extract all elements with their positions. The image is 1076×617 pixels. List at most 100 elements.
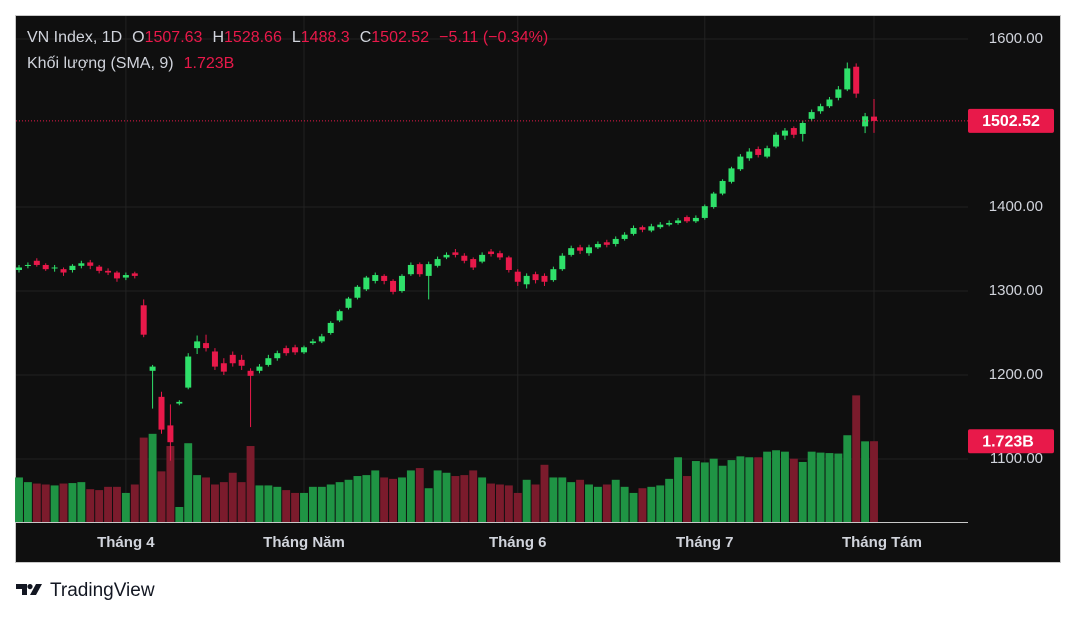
volume-bar [193, 475, 202, 522]
candle-body [479, 254, 486, 262]
volume-bar [745, 457, 754, 522]
volume-bar [104, 486, 113, 522]
volume-bar [567, 482, 576, 522]
volume-bar [344, 479, 353, 522]
candle-body [398, 275, 405, 292]
volume-bar [674, 457, 683, 522]
volume-bar [531, 484, 540, 522]
candle-body [532, 274, 539, 281]
candle-body [390, 280, 397, 292]
close-value: 1502.52 [371, 29, 429, 46]
candle-body [434, 259, 441, 266]
candle-body [292, 347, 299, 353]
candle-body [666, 222, 673, 225]
candle-body [728, 168, 735, 182]
y-tick-label: 1100.00 [990, 450, 1043, 467]
candle-body [33, 260, 40, 265]
candle-body [425, 264, 432, 276]
volume-bar [683, 476, 691, 522]
candle-body [755, 149, 762, 155]
overlay: 1502.52 1.723B [16, 108, 1054, 454]
candle-body [621, 234, 628, 239]
volume-bar [834, 453, 843, 522]
candle-body [105, 270, 112, 273]
candle-body [853, 66, 860, 94]
volume-bar [709, 458, 718, 522]
candle-body [238, 359, 245, 366]
low-value: 1488.3 [301, 29, 350, 46]
candle-body [42, 264, 49, 270]
candle-body [122, 275, 129, 278]
candle-body [96, 266, 103, 271]
legend-ohlc: VN Index, 1D O1507.63 H1528.66 L1488.3 C1502… [27, 29, 548, 46]
volume-bar [380, 477, 389, 522]
volume-bar [362, 475, 371, 522]
candle-body [746, 151, 753, 159]
volume-bar [41, 484, 50, 522]
candle-body [586, 247, 592, 254]
volume-name: Khối lượng (SMA, 9) [27, 55, 174, 72]
candle-body [701, 206, 708, 218]
volume-bar [843, 435, 852, 522]
candle-body [176, 401, 183, 404]
candle-body [336, 311, 343, 321]
candle-body [817, 106, 824, 112]
candle-body [737, 156, 744, 170]
last-price-box [968, 108, 1054, 133]
volume-bar [121, 492, 130, 522]
volume-bar [210, 484, 219, 522]
volume-bar [335, 482, 344, 522]
candle-body [51, 267, 58, 269]
volume-bar [175, 506, 184, 522]
volume-bar [754, 457, 763, 522]
low-label: L [292, 29, 301, 46]
volume-bar [433, 470, 442, 522]
volume-bar [647, 486, 656, 522]
candle-body [158, 396, 165, 430]
candle-body [87, 262, 94, 266]
x-tick-label: Tháng 6 [489, 534, 547, 551]
volume-bar [219, 482, 228, 522]
volume-bar [424, 488, 433, 522]
volume-bar [522, 479, 531, 522]
candle-body [381, 275, 388, 281]
volume-bar [504, 485, 513, 522]
tradingview-logo [16, 584, 42, 595]
volume-bar [415, 468, 424, 522]
volume-bar [157, 471, 166, 522]
candle-body [541, 275, 548, 282]
volume-bar [478, 477, 487, 522]
volume-bar [113, 486, 121, 522]
volume-bar [246, 446, 255, 522]
volume-bar [389, 478, 398, 522]
volume-bar [763, 451, 772, 522]
candle-body [113, 272, 120, 279]
candle-body [648, 226, 655, 231]
candle-body [24, 264, 31, 266]
volume-value: 1.723B [184, 55, 235, 72]
candle-body [630, 228, 637, 234]
volume-bar [23, 482, 32, 522]
candle-body [265, 358, 272, 365]
volume-bar [59, 483, 68, 522]
candle-body [523, 275, 530, 285]
close-label: C [360, 29, 372, 46]
candle-body [470, 259, 477, 268]
volume-bar [469, 470, 478, 522]
high-value: 1528.66 [224, 29, 282, 46]
last-price-label: 1502.52 [982, 113, 1040, 130]
candle-body [69, 265, 76, 271]
candle-body [318, 336, 325, 342]
candles [16, 62, 877, 461]
volume-bar [870, 441, 878, 522]
candle-body [871, 116, 877, 121]
volume-bar [326, 484, 335, 522]
volume-bar [398, 477, 406, 522]
x-tick-label: Tháng 4 [97, 534, 155, 551]
volume-bar [656, 485, 665, 522]
candle-body [612, 238, 619, 244]
volume-bar [780, 451, 789, 522]
volume-bar [540, 464, 549, 522]
volume-bar [593, 486, 602, 522]
